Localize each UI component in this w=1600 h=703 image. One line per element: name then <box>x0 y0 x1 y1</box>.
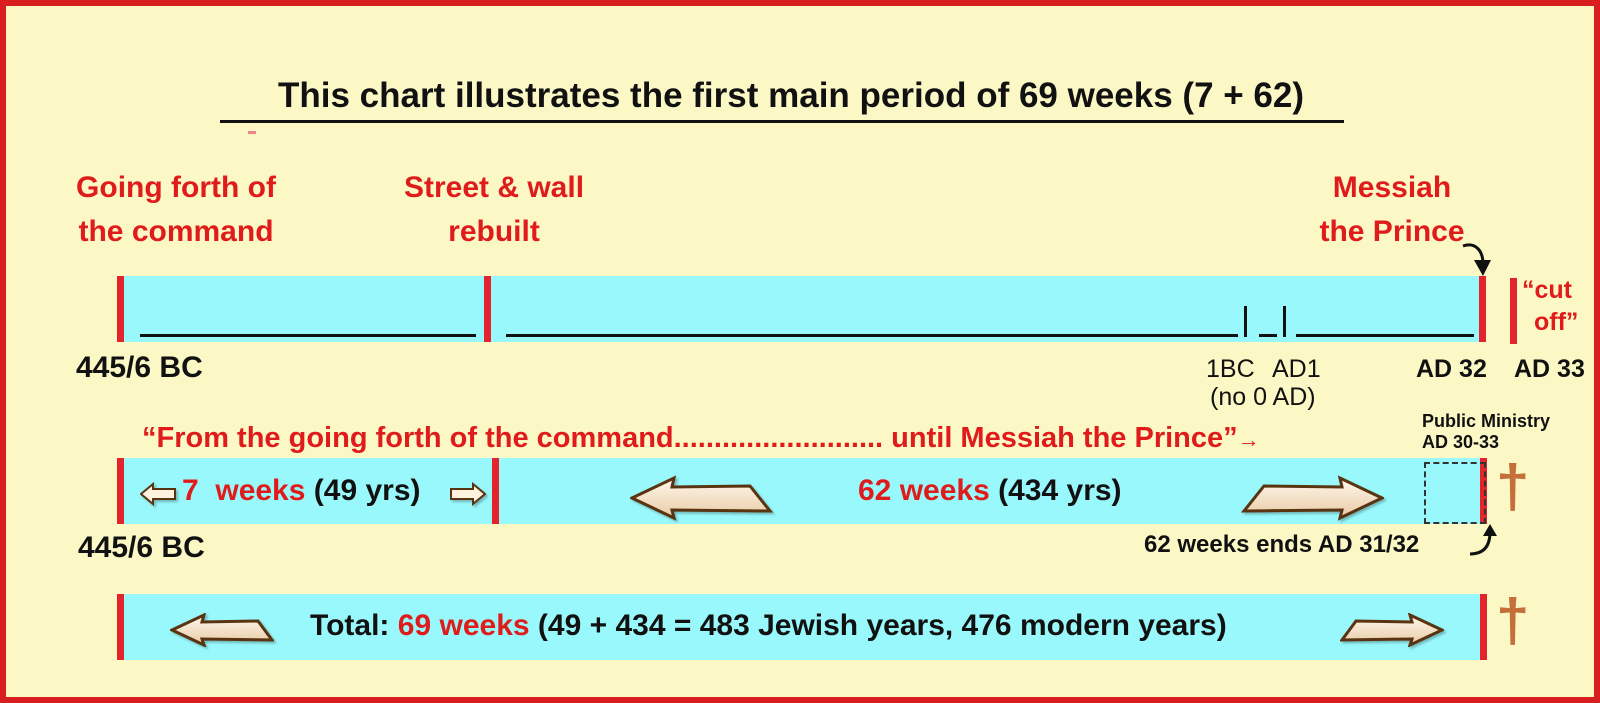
page-title: This chart illustrates the first main pe… <box>277 76 1305 115</box>
timeline-underline-gap <box>1259 334 1277 337</box>
right-arrow-small-icon <box>450 482 486 506</box>
total-bar <box>120 594 1486 660</box>
cross-icon: † <box>1496 453 1530 520</box>
timeline-underline-segment-1 <box>140 334 476 337</box>
total-right-arrow-icon <box>1340 613 1444 647</box>
label-messiah-line1: Messiah <box>1332 171 1452 204</box>
sixtytwo-weeks-years: (434 yrs) <box>998 474 1122 507</box>
quote-arrow: → <box>1237 427 1260 452</box>
label-messiah: Messiah the Prince <box>1302 166 1482 254</box>
timeline-underline-segment-2 <box>506 334 1238 337</box>
sixtytwo-weeks-count: 62 weeks <box>858 474 990 507</box>
timeline-1bc-label: 1BC <box>1206 355 1255 383</box>
seven-weeks-count: 7 weeks <box>182 474 306 507</box>
timeline-mark-ad1 <box>1283 306 1286 337</box>
end-note-curved-arrow <box>1469 524 1497 556</box>
sixtytwo-weeks-label: 62 weeks (434 yrs) <box>858 472 1122 510</box>
label-street-wall-line2: rebuilt <box>448 215 540 248</box>
label-going-forth-line1: Going forth of <box>76 171 276 204</box>
total-cross-icon: † <box>1496 587 1530 654</box>
timeline-bar <box>120 276 1486 342</box>
stray-mark <box>248 131 256 134</box>
timeline-tick-ad33 <box>1510 278 1517 344</box>
total-prefix: Total: <box>310 609 390 642</box>
weeks-tick-start <box>117 458 124 524</box>
total-weeks: 69 weeks <box>397 609 530 642</box>
timeline-underline-segment-3 <box>1296 334 1474 337</box>
quote-line: “From the going forth of the command....… <box>142 420 1260 458</box>
public-ministry-line1: Public Ministry <box>1422 411 1551 431</box>
timeline-ad1-label: AD1 <box>1272 355 1321 383</box>
weeks-start-date: 445/6 BC <box>78 531 205 564</box>
public-ministry-line2: AD 30-33 <box>1422 432 1500 452</box>
seven-weeks-label: 7 weeks (49 yrs) <box>182 472 421 510</box>
right-arrow-large-icon <box>1240 475 1384 521</box>
label-street-wall-line1: Street & wall <box>403 171 585 204</box>
timeline-tick-start <box>117 276 124 342</box>
timeline-no-zero-note: (no 0 AD) <box>1210 383 1316 411</box>
total-left-arrow-icon <box>170 613 274 647</box>
quote-text: “From the going forth of the command....… <box>142 422 1238 454</box>
label-going-forth: Going forth of the command <box>46 166 306 254</box>
title-underline <box>220 120 1344 123</box>
weeks-tick-divider <box>492 458 499 524</box>
timeline-ad32-label: AD 32 <box>1416 355 1487 383</box>
label-cut-off: “cut off” <box>1516 274 1586 338</box>
left-arrow-large-icon <box>630 475 774 521</box>
total-tick-end <box>1480 594 1487 660</box>
total-tick-start <box>117 594 124 660</box>
messiah-pointer-arrow <box>1462 243 1491 276</box>
timeline-mark-1bc <box>1244 306 1247 337</box>
label-cut-off-line2: off” <box>1534 308 1579 336</box>
seven-weeks-years: (49 yrs) <box>313 474 421 507</box>
timeline-tick-ad32 <box>1479 276 1486 342</box>
left-arrow-small-icon <box>140 482 176 506</box>
label-going-forth-line2: the command <box>78 215 274 248</box>
label-street-wall: Street & wall rebuilt <box>364 166 624 254</box>
sixtytwo-weeks-end-note: 62 weeks ends AD 31/32 <box>1144 531 1420 558</box>
weeks-tick-end <box>1480 458 1487 524</box>
timeline-tick-rebuilt <box>484 276 491 342</box>
label-cut-off-line1: “cut <box>1522 276 1572 304</box>
public-ministry-label: Public Ministry AD 30-33 <box>1422 411 1550 453</box>
total-label: Total: 69 weeks (49 + 434 = 483 Jewish y… <box>310 607 1227 645</box>
timeline-ad33-label: AD 33 <box>1514 355 1585 383</box>
public-ministry-box <box>1424 462 1486 524</box>
timeline-start-date: 445/6 BC <box>76 351 203 384</box>
total-detail: (49 + 434 = 483 Jewish years, 476 modern… <box>537 609 1227 642</box>
label-messiah-line2: the Prince <box>1319 215 1465 248</box>
